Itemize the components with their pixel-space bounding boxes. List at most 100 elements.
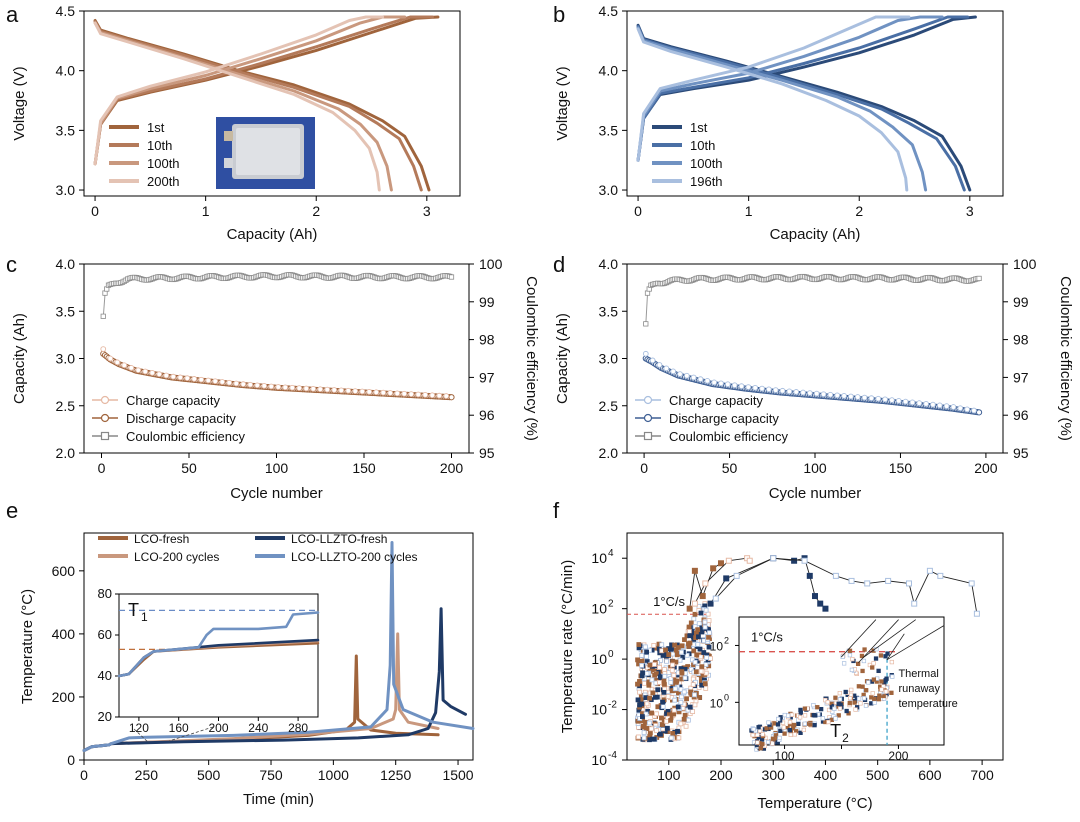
charge-point [289, 384, 296, 391]
rate-point [651, 736, 657, 742]
inset-annotation: temperature [898, 698, 957, 710]
charge-point [861, 394, 868, 401]
rate-point [660, 699, 665, 705]
runaway-point [806, 572, 813, 579]
panel-c: c 0 50 100 150 200 2.0 2.5 3.0 3.5 4.0 95 96 97 98 99 10… [6, 252, 540, 502]
inset-y-tick-label-base: 10 [710, 696, 724, 710]
charge-point [366, 389, 373, 395]
rate-point [696, 621, 702, 627]
charge-point [971, 407, 977, 414]
inset-rate-point [849, 687, 854, 693]
y-tick-label: 4.0 [56, 63, 76, 79]
rate-point [679, 670, 685, 676]
discharge-point [975, 409, 983, 416]
y2-tick-label: 98 [1013, 332, 1029, 348]
inset-rate-point [860, 684, 865, 689]
y-tick-label-base: 10 [591, 550, 607, 566]
inset-rate-point [787, 728, 792, 733]
threshold-label: 1°C/s [653, 594, 685, 609]
inset-y-tick-label: 60 [98, 627, 112, 642]
rate-point [675, 704, 681, 710]
rate-point [693, 669, 699, 675]
rate-point [703, 607, 709, 613]
inset-rate-point [759, 737, 765, 742]
x-tick-label: 200 [440, 460, 464, 476]
rate-point [636, 734, 641, 740]
rate-point [706, 644, 712, 650]
y-tick-label-exp: 2 [608, 599, 614, 610]
inset-rate-point [766, 720, 771, 725]
rate-point [691, 648, 697, 654]
charge-point [317, 386, 324, 393]
temp-curve-LCO-LLZTO-200 cycles [82, 541, 475, 752]
rate-point [672, 697, 678, 703]
rate-point [703, 685, 709, 691]
rate-point [682, 712, 688, 718]
inset-runaway-path [841, 619, 877, 658]
y2-tick-label: 98 [479, 332, 495, 348]
legend-label: 100th [690, 156, 723, 171]
rate-point [644, 659, 650, 664]
plot-frame [83, 10, 461, 197]
charge-point [766, 386, 772, 393]
inset-x-tick-label: 240 [248, 721, 268, 735]
rate-point [649, 710, 655, 716]
x-tick-label: 1500 [442, 767, 473, 783]
runaway-point [791, 557, 798, 564]
x-tick-label: 0 [634, 203, 642, 219]
inset-rate-point [836, 701, 841, 706]
charge-point [889, 397, 895, 403]
rate-point [664, 725, 670, 731]
y-tick-label: 0 [67, 752, 75, 768]
inset-rate-point [833, 695, 838, 700]
rate-point [654, 711, 659, 717]
x-axis-title: Capacity (Ah) [227, 226, 318, 243]
charge-point [275, 384, 282, 390]
ce-point [643, 321, 649, 327]
inset-runaway-path [863, 619, 916, 658]
x-tick-label: 400 [814, 767, 838, 783]
inset-frame [118, 593, 319, 718]
rate-point [699, 664, 705, 670]
charge-point [324, 386, 331, 393]
inset-y-tick-label: 40 [98, 668, 112, 683]
rate-point [678, 687, 684, 692]
y-tick-label: 3.0 [56, 182, 76, 198]
inset-x-tick-label: 280 [288, 721, 308, 735]
x-tick-label: 50 [181, 460, 197, 476]
rate-point [673, 659, 679, 665]
rate-point [646, 720, 652, 726]
inset-rate-point [802, 721, 808, 726]
rate-point [695, 627, 701, 633]
rate-point [660, 722, 665, 727]
charge-point [738, 383, 745, 389]
y-tick-label: 400 [52, 626, 76, 642]
rate-point [640, 714, 645, 719]
inset-rate-point [796, 721, 801, 727]
charge-point [642, 350, 649, 357]
inset-rate-point [755, 740, 760, 745]
charge-point [875, 395, 882, 402]
rate-point [690, 682, 696, 688]
charge-point [752, 384, 759, 391]
inset-rate-point [811, 702, 816, 708]
rate-point [697, 646, 703, 652]
runaway-point [812, 593, 818, 600]
ce-line [102, 275, 452, 318]
charge-point [415, 391, 422, 398]
x-tick-label: 3 [966, 203, 974, 219]
charge-point [135, 367, 142, 374]
x-axis-title: Time (min) [243, 791, 314, 808]
inset-rate-point [879, 687, 884, 692]
charge-point [303, 385, 310, 392]
y2-tick-label: 99 [479, 294, 495, 310]
charge-point [373, 389, 380, 396]
x-axis-title: Temperature (°C) [757, 795, 872, 812]
rate-point [653, 671, 659, 677]
y2-tick-label: 97 [479, 369, 495, 385]
x-tick-label: 0 [91, 203, 99, 219]
x-tick-label: 2 [855, 203, 863, 219]
y-tick-label: 3.0 [599, 351, 619, 367]
inset-rate-point [872, 700, 877, 705]
rate-point [654, 728, 660, 734]
